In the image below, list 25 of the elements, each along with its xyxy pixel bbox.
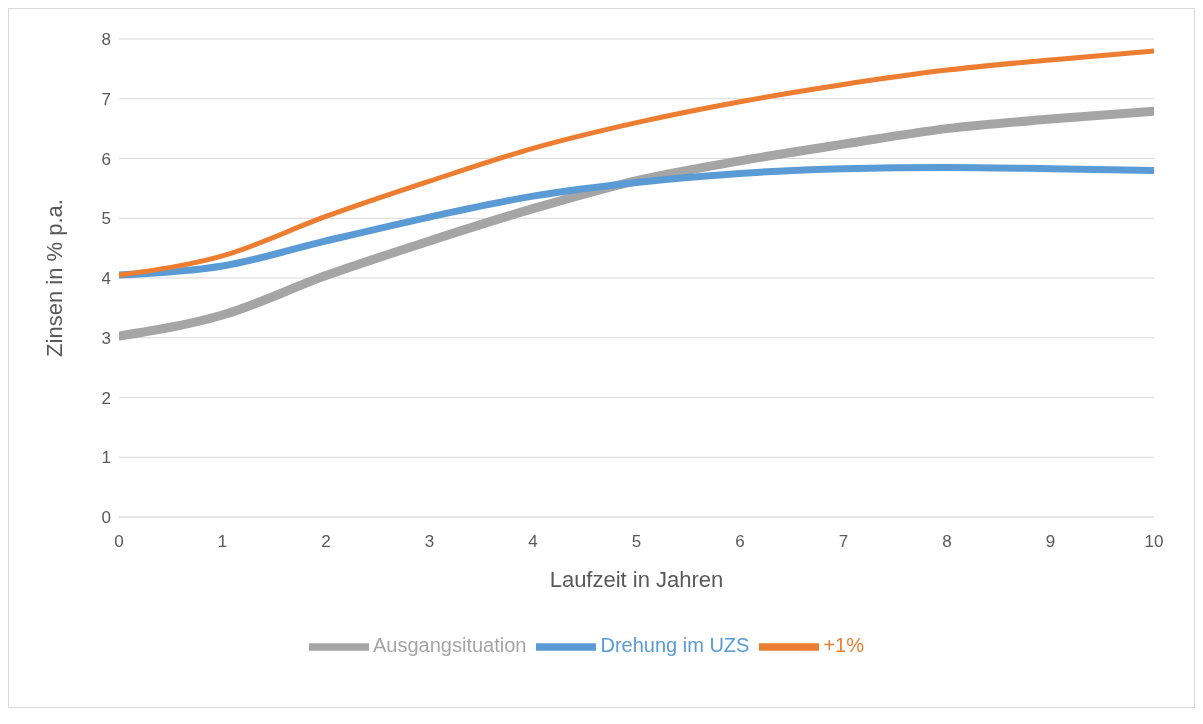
y-axis-title: Zinsen in % p.a. bbox=[41, 199, 67, 357]
x-tick-label: 5 bbox=[631, 532, 642, 552]
x-tick-label: 4 bbox=[528, 532, 538, 552]
x-tick-label: 7 bbox=[838, 532, 849, 552]
legend-label: +1% bbox=[823, 634, 864, 657]
x-tick-label: 9 bbox=[1045, 532, 1056, 552]
y-tick-label: 4 bbox=[101, 269, 111, 289]
x-tick-label: 1 bbox=[217, 532, 228, 552]
y-tick-label: 2 bbox=[101, 388, 111, 408]
x-tick-label: 6 bbox=[735, 532, 745, 552]
x-tick-label: 10 bbox=[1144, 532, 1164, 552]
y-tick-label: 6 bbox=[101, 149, 111, 169]
y-tick-label: 1 bbox=[101, 448, 111, 468]
x-axis-title: Laufzeit in Jahren bbox=[549, 567, 724, 592]
y-tick-label: 0 bbox=[101, 508, 111, 528]
x-tick-label: 3 bbox=[424, 532, 435, 552]
legend-label: Drehung im UZS bbox=[600, 634, 750, 657]
x-tick-label: 0 bbox=[114, 532, 124, 552]
legend-label: Ausgangsituation bbox=[373, 634, 527, 657]
y-tick-label: 3 bbox=[101, 328, 111, 348]
y-tick-label: 5 bbox=[101, 209, 111, 229]
x-tick-label: 8 bbox=[942, 532, 952, 552]
y-tick-label: 7 bbox=[101, 89, 111, 109]
x-tick-label: 2 bbox=[321, 532, 331, 552]
y-tick-label: 8 bbox=[101, 30, 111, 50]
